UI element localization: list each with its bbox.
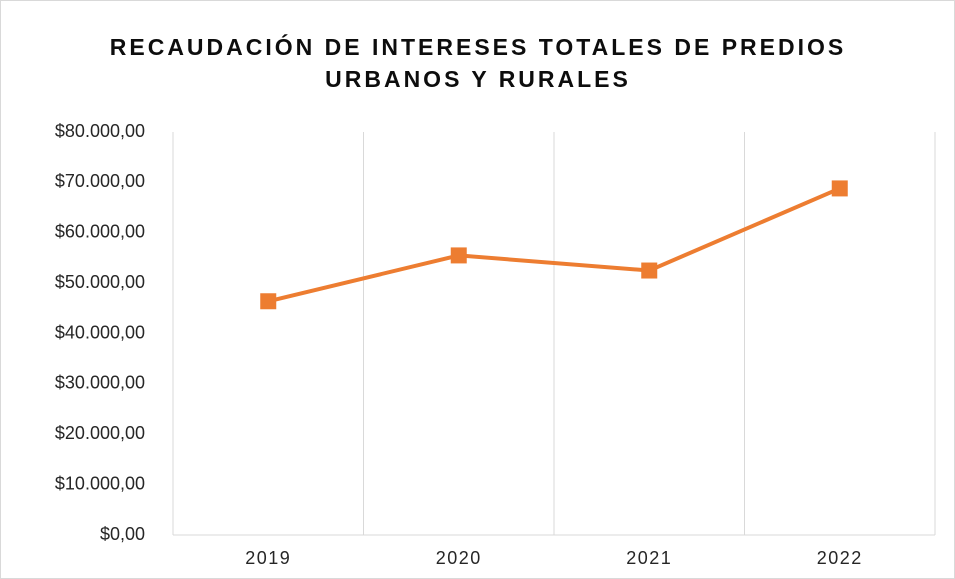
marker	[260, 293, 277, 310]
x-tick-label: 2020	[436, 548, 482, 568]
y-tick-label: $40.000,00	[55, 322, 145, 342]
y-tick-label: $50.000,00	[55, 272, 145, 292]
y-tick-label: $20.000,00	[55, 423, 145, 443]
y-tick-label: $10.000,00	[55, 473, 145, 493]
y-tick-label: $80.000,00	[55, 121, 145, 141]
y-tick-label: $0,00	[100, 524, 145, 544]
x-tick-label: 2019	[245, 548, 291, 568]
y-tick-label: $30.000,00	[55, 373, 145, 393]
x-tick-label: 2021	[626, 548, 672, 568]
marker	[641, 262, 658, 279]
x-tick-label: 2022	[817, 548, 863, 568]
marker	[831, 180, 848, 197]
series-line	[267, 186, 841, 304]
y-tick-label: $60.000,00	[55, 222, 145, 242]
y-tick-label: $70.000,00	[55, 171, 145, 191]
chart-title: RECAUDACIÓN DE INTERESES TOTALES DE PRED…	[109, 34, 847, 92]
marker	[450, 247, 467, 264]
